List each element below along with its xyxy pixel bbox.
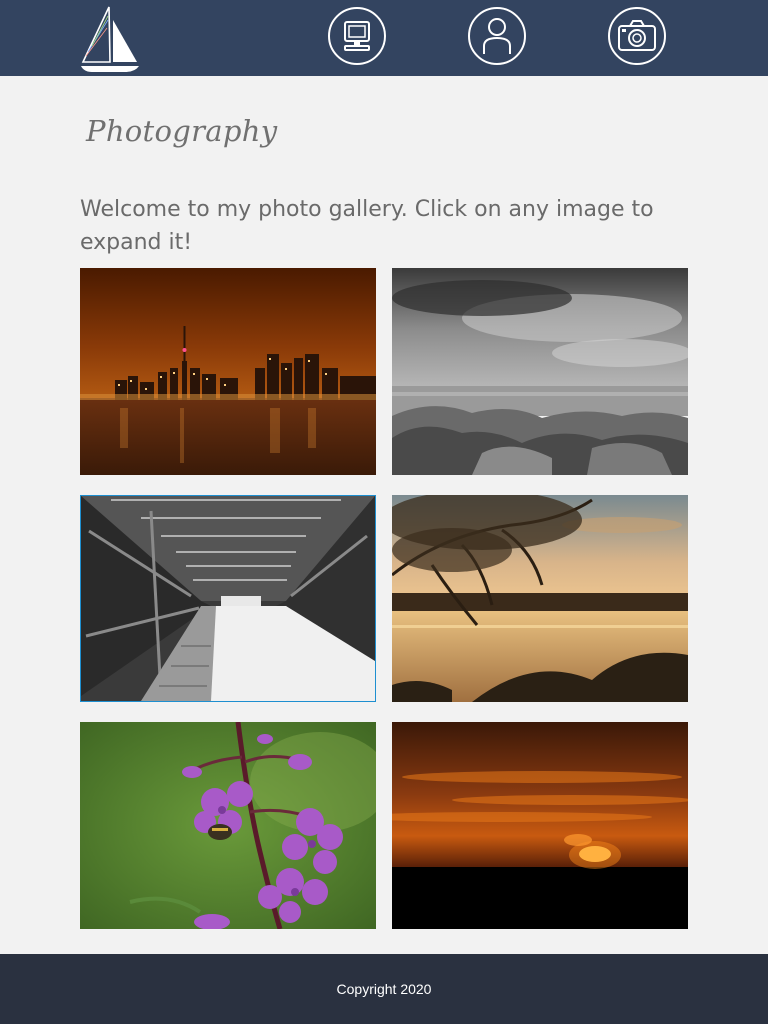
copyright-text: Copyright 2020 — [336, 981, 432, 997]
purple-fireweed-bee-photo[interactable] — [80, 722, 376, 929]
computer-icon[interactable] — [328, 7, 386, 65]
page-title: Photography — [86, 114, 278, 148]
top-navigation-bar — [0, 0, 768, 76]
city-skyline-night-photo[interactable] — [80, 268, 376, 475]
photo-gallery — [80, 268, 688, 929]
page-footer: Copyright 2020 — [0, 954, 768, 1024]
stormy-sea-rocks-photo[interactable] — [392, 268, 688, 475]
intro-text: Welcome to my photo gallery. Click on an… — [80, 197, 654, 255]
lake-sunset-tree-photo[interactable] — [392, 495, 688, 702]
sailboat-logo-icon[interactable] — [80, 4, 140, 72]
covered-bridge-photo[interactable] — [80, 495, 376, 702]
camera-icon[interactable] — [608, 7, 666, 65]
orange-sunset-photo[interactable] — [392, 722, 688, 929]
user-icon[interactable] — [468, 7, 526, 65]
